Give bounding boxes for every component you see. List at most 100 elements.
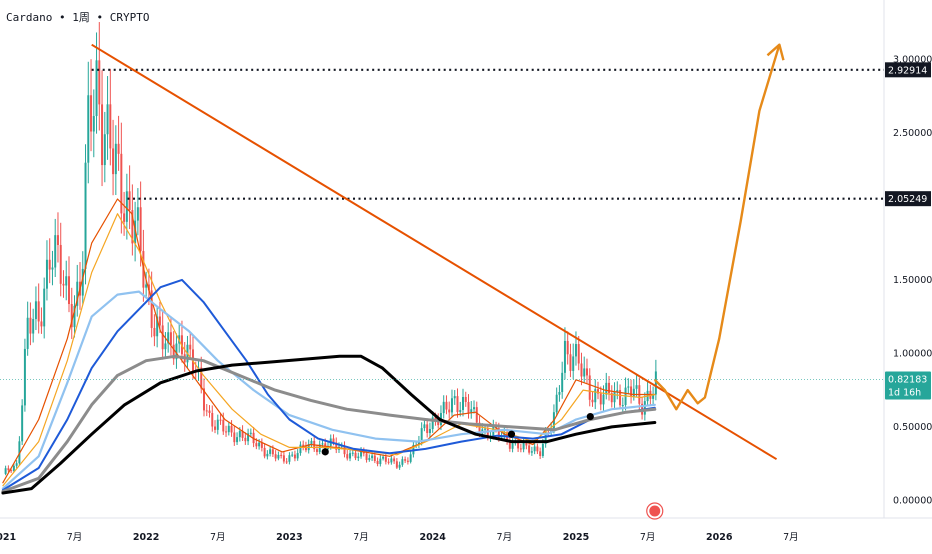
candle-body <box>145 284 148 288</box>
candle-body <box>613 391 616 403</box>
candle-body <box>365 453 368 460</box>
y-tick-label: 1.50000 <box>893 275 932 286</box>
event-flag-icon-inner <box>649 505 661 517</box>
candle-body <box>227 425 230 433</box>
candle-body <box>395 461 398 468</box>
candle-body <box>599 393 602 405</box>
projection-arrow-head <box>766 43 785 61</box>
candle-body <box>282 455 285 462</box>
x-tick-label: 2021 <box>0 532 16 543</box>
candle-body <box>219 419 222 421</box>
candle-body <box>315 449 318 452</box>
candle-body <box>464 396 467 402</box>
candle-body <box>530 451 533 453</box>
candle-body <box>299 444 302 454</box>
descending-trendline <box>91 43 778 461</box>
candle-body <box>125 191 128 222</box>
candle-body <box>616 390 619 392</box>
candle-body <box>76 281 79 306</box>
candle-body <box>32 319 35 334</box>
candle-body <box>448 409 451 413</box>
candle-body <box>68 276 70 305</box>
candle-body <box>51 267 54 270</box>
candle-body <box>373 455 376 461</box>
candle-body <box>335 442 338 450</box>
level-price-label-bg <box>885 62 931 78</box>
title-separator: • <box>58 11 66 24</box>
candle-body <box>627 386 630 388</box>
candle-body <box>508 441 511 449</box>
candle-body <box>95 60 98 117</box>
candle-body <box>214 426 217 430</box>
candle-body <box>423 424 426 429</box>
candle-body <box>73 305 76 328</box>
candle-body <box>167 332 170 344</box>
candle-body <box>92 116 95 132</box>
candle-body <box>473 407 476 410</box>
candle-body <box>566 340 569 355</box>
candle-body <box>147 284 150 291</box>
candle-body <box>635 385 638 389</box>
candle-body <box>21 405 24 442</box>
candle-body <box>112 148 115 175</box>
candle-body <box>101 104 104 166</box>
candle-body <box>398 464 401 468</box>
candle-body <box>456 396 459 413</box>
candle-body <box>475 407 478 423</box>
candle-body <box>172 344 175 360</box>
candle-body <box>230 425 233 433</box>
candle-body <box>351 452 354 454</box>
candle-body <box>528 445 531 453</box>
candle-body <box>387 461 390 463</box>
candle-body <box>222 419 225 432</box>
candle-body <box>346 454 349 459</box>
candle-body <box>610 393 613 403</box>
candle-body <box>23 348 26 406</box>
candle-body <box>114 143 117 175</box>
candle-body <box>588 375 591 400</box>
candle-body <box>459 410 462 413</box>
signal-marker <box>507 430 516 438</box>
candle-body <box>54 235 57 268</box>
candle-body <box>56 235 59 245</box>
candle-body <box>208 410 211 413</box>
candle-body <box>48 259 51 270</box>
x-tick-label: 2022 <box>133 532 159 543</box>
candle-body <box>304 446 307 451</box>
candle-body <box>544 432 547 444</box>
candle-body <box>442 401 445 414</box>
candle-body <box>654 371 657 395</box>
candle-body <box>585 368 588 376</box>
candle-body <box>393 458 396 462</box>
candle-body <box>643 401 646 415</box>
candle-body <box>285 461 288 463</box>
projection-path <box>653 44 781 411</box>
candle-body <box>357 456 360 459</box>
candle-body <box>65 276 68 286</box>
candle-body <box>406 460 409 462</box>
candle-body <box>139 207 142 252</box>
candle-body <box>462 396 464 411</box>
candle-body <box>200 367 203 389</box>
level-price-label: 2.05249 <box>888 194 927 205</box>
candle-body <box>255 443 258 447</box>
y-tick-label: 3.00000 <box>893 54 932 65</box>
candle-body <box>98 60 101 105</box>
candle-body <box>470 409 473 414</box>
y-tick-label: 0.50000 <box>893 422 932 433</box>
candle-body <box>103 134 106 166</box>
candle-body <box>522 443 525 450</box>
candle-body <box>158 316 161 326</box>
x-tick-label: 2026 <box>706 532 733 543</box>
candle-body <box>269 449 272 454</box>
candle-body <box>437 420 440 426</box>
level-price-label-bg <box>885 191 931 207</box>
candle-body <box>384 456 387 462</box>
candle-body <box>211 412 214 427</box>
candle-body <box>216 419 219 430</box>
candle-body <box>580 363 583 377</box>
candle-body <box>84 162 87 269</box>
candle-body <box>318 444 321 452</box>
